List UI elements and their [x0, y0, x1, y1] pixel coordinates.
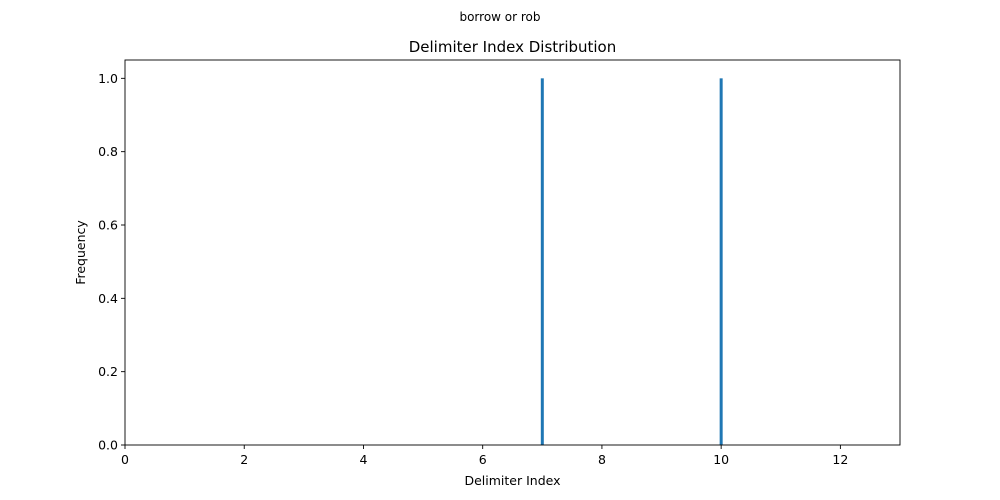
x-tick-label-8: 8: [598, 452, 606, 467]
y-tick-label-1: 0.2: [98, 364, 118, 379]
y-tick-label-0: 0.0: [98, 438, 118, 453]
x-tick-label-4: 4: [359, 452, 367, 467]
x-axis-ticks: 0 2 4 6 8 10 12: [121, 445, 848, 467]
y-tick-label-2: 0.4: [98, 291, 118, 306]
x-tick-label-12: 12: [832, 452, 848, 467]
figure-suptitle: borrow or rob: [459, 10, 540, 24]
y-axis-label: Frequency: [73, 220, 88, 285]
chart-title: Delimiter Index Distribution: [409, 38, 617, 56]
y-tick-label-5: 1.0: [98, 71, 118, 86]
x-tick-label-2: 2: [240, 452, 248, 467]
y-axis-ticks: 0.0 0.2 0.4 0.6 0.8 1.0: [98, 71, 125, 453]
plot-area: [125, 60, 900, 445]
plot-frame: [124, 59, 901, 446]
x-axis-label: Delimiter Index: [464, 473, 560, 488]
x-tick-label-0: 0: [121, 452, 129, 467]
x-tick-label-10: 10: [713, 452, 729, 467]
y-tick-label-4: 0.8: [98, 144, 118, 159]
bar-7: [540, 78, 544, 445]
x-tick-label-6: 6: [479, 452, 487, 467]
bar-10: [719, 78, 723, 445]
bars-group: [540, 78, 723, 445]
y-tick-label-3: 0.6: [98, 218, 118, 233]
